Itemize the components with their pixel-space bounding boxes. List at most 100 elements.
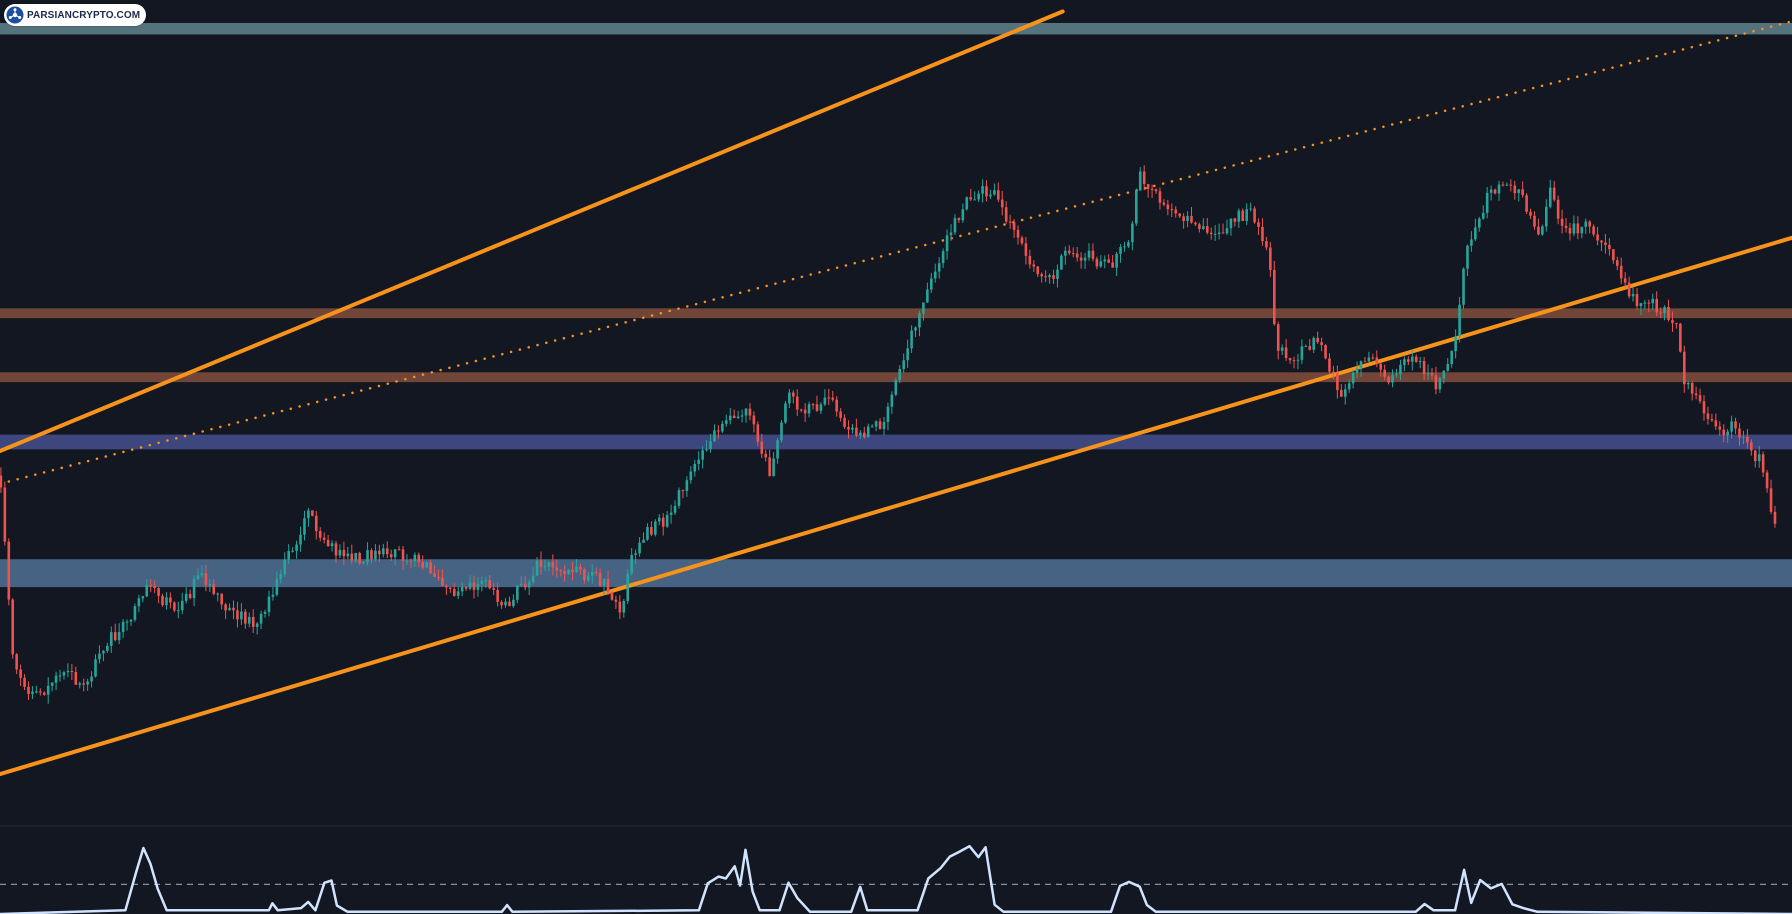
candle-body-101 [393,549,397,558]
candle-body-331 [1300,346,1304,360]
candle-body-272 [1067,250,1071,254]
candle-body-179 [701,450,704,460]
candle-body-164 [642,539,645,543]
candle-body-8 [27,686,30,694]
candle-body-408 [1604,242,1607,245]
candle-body-324 [1272,270,1276,325]
candle-body-54 [208,584,212,586]
candle-body-262 [1028,255,1032,265]
candle-body-327 [1284,347,1288,359]
candle-body-66 [255,623,259,627]
candle-body-197 [772,458,775,477]
candle-body-302 [1186,215,1189,222]
candle-body-19 [70,670,74,673]
candle-body-76 [295,544,298,551]
candle-body-70 [271,594,275,597]
candle-body-366 [1438,378,1442,390]
candle-body-395 [1552,187,1556,200]
candle-body-349 [1371,357,1375,359]
zone-band-3 [0,372,1792,383]
candle-body-26 [98,653,101,660]
candle-body-206 [807,404,811,414]
candle-body-208 [815,404,819,411]
candle-body-346 [1359,361,1363,369]
candle-body-394 [1548,187,1552,207]
candle-body-43 [165,597,168,606]
candle-body-358 [1407,359,1410,362]
candle-body-45 [173,602,176,611]
candle-body-146 [571,569,574,573]
candle-body-235 [922,302,925,314]
candle-body-259 [1016,229,1020,238]
candle-body-52 [200,573,204,576]
candle-body-7 [23,677,26,687]
candle-body-36 [137,598,141,607]
candle-body-306 [1202,226,1205,230]
candle-body-84 [326,539,330,547]
candle-body-216 [847,427,850,430]
candle-body-195 [764,453,768,458]
candle-body-203 [795,396,799,410]
candle-body-434 [1706,413,1710,420]
candle-body-107 [417,554,421,563]
candle-body-339 [1332,371,1335,374]
candle-body-126 [492,588,495,590]
candle-body-128 [500,601,503,606]
candle-body-420 [1651,298,1655,304]
candle-body-356 [1399,364,1402,375]
candle-body-337 [1324,345,1327,359]
candle-body-384 [1509,184,1513,186]
candle-body-196 [768,457,771,477]
candle-body-314 [1233,218,1237,222]
candle-body-429 [1686,382,1690,385]
candle-body-280 [1099,261,1103,267]
candle-body-131 [512,599,515,607]
candle-body-59 [228,607,231,611]
candle-body-71 [275,579,279,595]
candle-body-438 [1722,429,1726,436]
candle-body-330 [1296,359,1300,361]
candle-body-33 [125,621,129,623]
candle-body-322 [1265,241,1268,248]
candle-body-249 [977,193,980,200]
candle-body-269 [1056,269,1059,279]
candle-body-317 [1245,209,1248,221]
candle-body-148 [579,566,582,570]
candle-body-177 [693,463,697,472]
candle-body-74 [287,551,290,560]
candle-body-77 [299,534,302,545]
candle-body-422 [1659,312,1662,314]
candle-body-229 [898,369,902,381]
candle-body-316 [1241,210,1245,221]
candle-body-279 [1095,258,1099,267]
candle-body-347 [1363,361,1367,363]
candle-body-68 [263,611,267,614]
candle-body-61 [236,610,239,620]
candle-body-332 [1304,346,1308,348]
candle-body-119 [464,586,468,589]
candle-body-357 [1403,359,1406,365]
candle-body-289 [1135,190,1138,224]
candle-body-213 [835,399,838,412]
candle-body-433 [1702,401,1706,414]
candle-body-345 [1355,368,1359,373]
candle-body-227 [890,394,894,407]
candle-body-86 [334,543,338,556]
candle-body-217 [851,427,854,430]
candle-body-402 [1580,226,1584,234]
candle-body-78 [303,518,306,535]
candle-body-105 [409,560,413,562]
candle-body-446 [1753,450,1757,462]
candle-body-129 [504,601,507,606]
candle-body-268 [1052,275,1055,279]
candle-body-18 [66,670,70,673]
candle-body-112 [437,576,440,578]
candle-body-248 [973,199,976,201]
candle-body-276 [1083,257,1087,261]
candle-body-123 [480,580,484,585]
candle-body-120 [468,582,472,589]
candle-body-55 [212,584,216,594]
candle-body-400 [1572,223,1576,234]
candle-body-417 [1639,303,1643,307]
zone-band-1 [0,22,1792,35]
